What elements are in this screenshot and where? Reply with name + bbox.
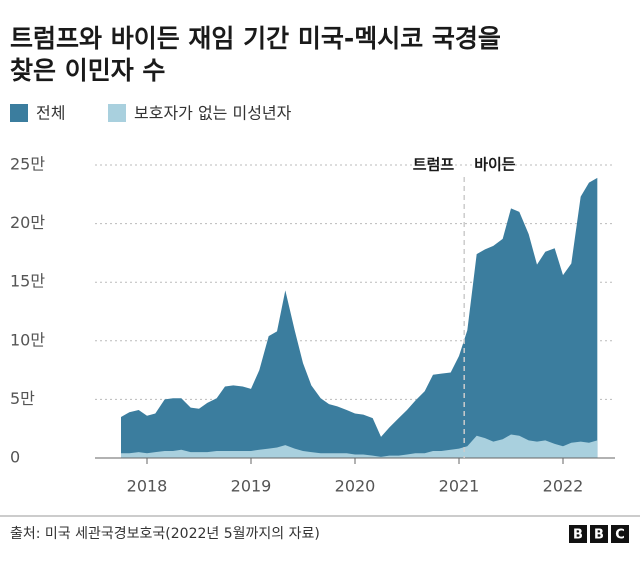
y-tick-label: 10만 xyxy=(10,330,45,349)
logo-box xyxy=(590,525,608,543)
y-tick-label: 15만 xyxy=(10,272,45,291)
x-tick-label: 2020 xyxy=(335,477,376,496)
annotation: 바이든 xyxy=(474,156,516,174)
logo-letter: B xyxy=(573,528,583,543)
logo-box xyxy=(569,525,587,543)
y-tick-label: 0 xyxy=(10,448,20,467)
x-tick-label: 2022 xyxy=(543,477,584,496)
legend-label: 전체 xyxy=(36,104,65,123)
y-tick-label: 25만 xyxy=(10,155,45,174)
legend-label: 보호자가 없는 미성년자 xyxy=(134,104,292,123)
logo-box xyxy=(611,525,629,543)
x-tick-label: 2021 xyxy=(439,477,480,496)
legend-swatch xyxy=(108,104,126,122)
chart-title: 찾은 이민자 수 xyxy=(10,56,165,85)
area xyxy=(121,434,598,458)
source: 출처: 미국 세관국경보호국(2022년 5월까지의 자료) xyxy=(10,526,320,542)
logo-letter: B xyxy=(594,528,604,543)
chart-title: 트럼프와 바이든 재임 기간 미국-멕시코 국경을 xyxy=(10,24,501,53)
logo-letter: C xyxy=(615,528,625,543)
annotation: 트럼프 xyxy=(413,156,455,174)
legend-swatch xyxy=(10,104,28,122)
x-tick-label: 2019 xyxy=(231,477,272,496)
x-tick-label: 2018 xyxy=(127,477,168,496)
area xyxy=(121,177,598,458)
y-tick-label: 20만 xyxy=(10,213,45,232)
y-tick-label: 5만 xyxy=(10,389,35,408)
